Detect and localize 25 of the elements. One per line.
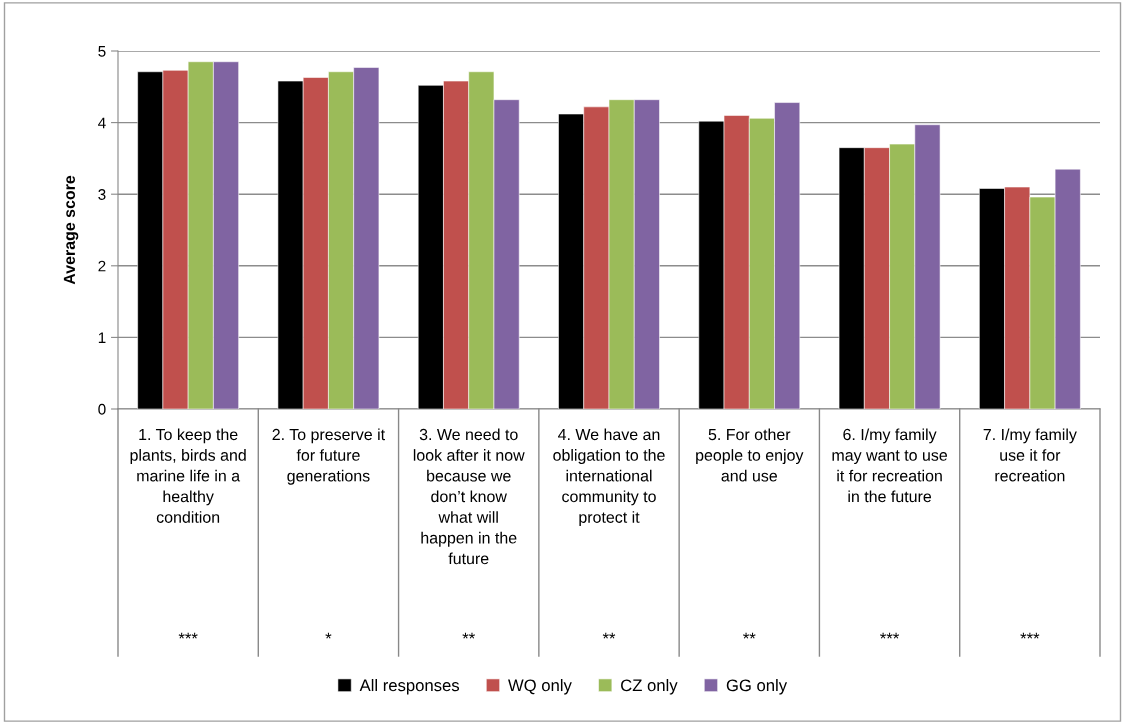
x-tick-label: 1. To keep the plants, birds and marine life in a healthy condition: [130, 428, 246, 523]
legend-label: CZ only: [621, 678, 678, 695]
text: **: [743, 632, 756, 639]
text: ***: [1020, 632, 1040, 639]
y-tick-label: 4: [98, 117, 106, 129]
legend-label: GG only: [726, 678, 788, 695]
x-tick-label: 5. For other people to enjoy and use: [696, 428, 804, 482]
text: **: [462, 632, 475, 639]
y-axis-title: Average score: [63, 175, 79, 285]
y-tick-label: 0: [98, 403, 106, 415]
x-tick-label: 2. To preserve it for future generations: [272, 428, 385, 485]
y-tick-label: 5: [98, 46, 106, 57]
y-tick-label: 2: [98, 260, 106, 272]
text: ***: [178, 632, 198, 639]
text: *: [325, 632, 332, 639]
x-tick-label: 7. I/my family use it for recreation: [983, 428, 1077, 482]
legend-label: WQ only: [508, 678, 572, 695]
y-tick-label: 3: [98, 189, 106, 200]
text: ***: [880, 632, 900, 639]
y-tick-label: 1: [98, 332, 106, 343]
x-tick-label: 3. We need to look after it now because we don’t know what will happen in the future: [413, 428, 525, 565]
text: **: [602, 632, 616, 639]
legend-label: All responses: [359, 678, 460, 695]
x-tick-label: 6. I/my family may want to use it for recreation in the future: [832, 428, 948, 503]
x-tick-label: 4. We have an obligation to the international community to protect it: [553, 428, 665, 527]
